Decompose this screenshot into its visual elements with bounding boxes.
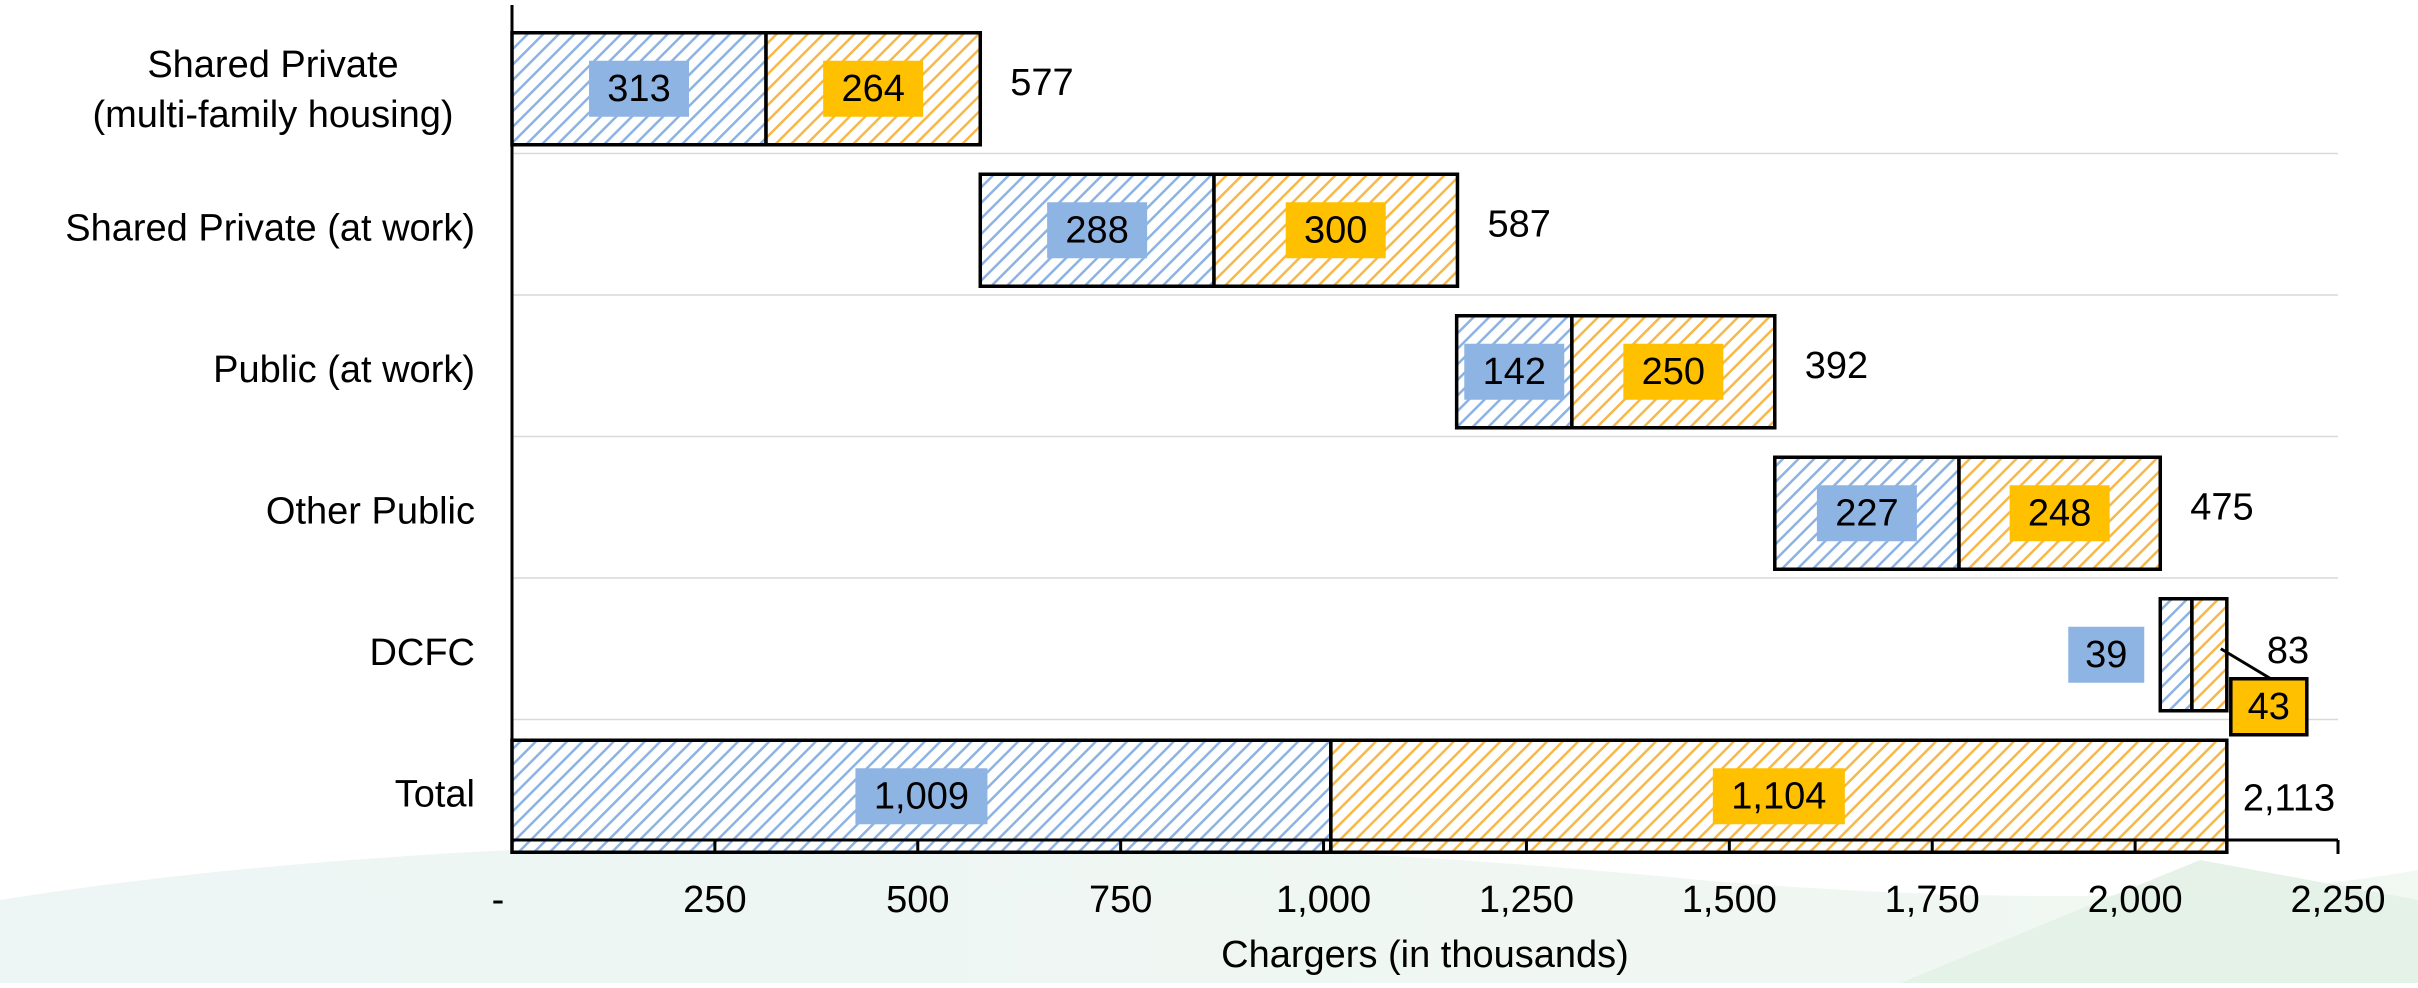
- bar-segment-series-2: [1212, 172, 1460, 288]
- category-label: Public (at work): [213, 349, 475, 391]
- value-label-box-series-2: [2229, 677, 2309, 737]
- value-label-series-1: 1,009: [874, 775, 969, 817]
- category-label: DCFC: [369, 632, 475, 674]
- background-wave: [1900, 860, 2418, 983]
- x-tick-label: 2,250: [2290, 879, 2385, 921]
- value-label-series-1: 313: [607, 68, 670, 110]
- value-label-box-series-2: [1285, 202, 1386, 259]
- value-label-series-1: 142: [1483, 351, 1546, 393]
- total-label: 475: [2190, 486, 2253, 528]
- category-label: Shared Private (multi-family housing): [92, 44, 453, 136]
- x-tick-label: 1,000: [1276, 879, 1371, 921]
- value-label-box-series-1: [1464, 343, 1565, 400]
- x-tick-label: 500: [886, 879, 949, 921]
- category-label: Total: [395, 773, 475, 815]
- value-label-box-series-1: [855, 768, 988, 825]
- total-label: 2,113: [2243, 777, 2335, 819]
- value-label-series-2: 250: [1642, 351, 1705, 393]
- value-label-box-series-2: [2009, 485, 2110, 542]
- value-label-series-1: 288: [1065, 209, 1128, 251]
- x-tick-label: 2,000: [2088, 879, 2183, 921]
- value-label-series-2: 1,104: [1731, 775, 1826, 817]
- total-label: 587: [1487, 203, 1550, 245]
- background-wave: [0, 841, 2418, 983]
- x-tick-label: 1,250: [1479, 879, 1574, 921]
- value-label-series-2: 264: [841, 68, 904, 110]
- value-label-series-1: 227: [1835, 492, 1898, 534]
- x-tick-label: 250: [683, 879, 746, 921]
- bar-segment-series-2: [2190, 597, 2229, 713]
- value-label-series-2: 43: [2248, 686, 2290, 728]
- value-label-box-series-2: [823, 60, 924, 117]
- value-label-box-series-1: [1047, 202, 1148, 259]
- x-tick-label: 1,500: [1682, 879, 1777, 921]
- total-label: 392: [1805, 345, 1868, 387]
- value-label-box-series-1: [589, 60, 690, 117]
- value-label-box-series-1: [1816, 485, 1917, 542]
- value-label-series-2: 300: [1304, 209, 1367, 251]
- x-tick-label: 1,750: [1885, 879, 1980, 921]
- bar-segment-series-1: [2158, 597, 2194, 713]
- total-label: 83: [2267, 630, 2309, 672]
- value-label-box-series-2: [1712, 768, 1845, 825]
- total-label: 577: [1010, 62, 1073, 104]
- category-label: Shared Private (at work): [65, 207, 475, 249]
- value-label-series-2: 248: [2028, 492, 2091, 534]
- x-axis-title: Chargers (in thousands): [1221, 934, 1629, 976]
- x-tick-label: -: [492, 879, 505, 921]
- category-label: Other Public: [266, 490, 475, 532]
- value-label-box-series-1: [2068, 626, 2145, 683]
- callout-leader-line: [2220, 647, 2272, 681]
- value-label-box-series-2: [1623, 343, 1724, 400]
- value-label-series-1: 39: [2085, 634, 2127, 676]
- x-tick-label: 750: [1089, 879, 1152, 921]
